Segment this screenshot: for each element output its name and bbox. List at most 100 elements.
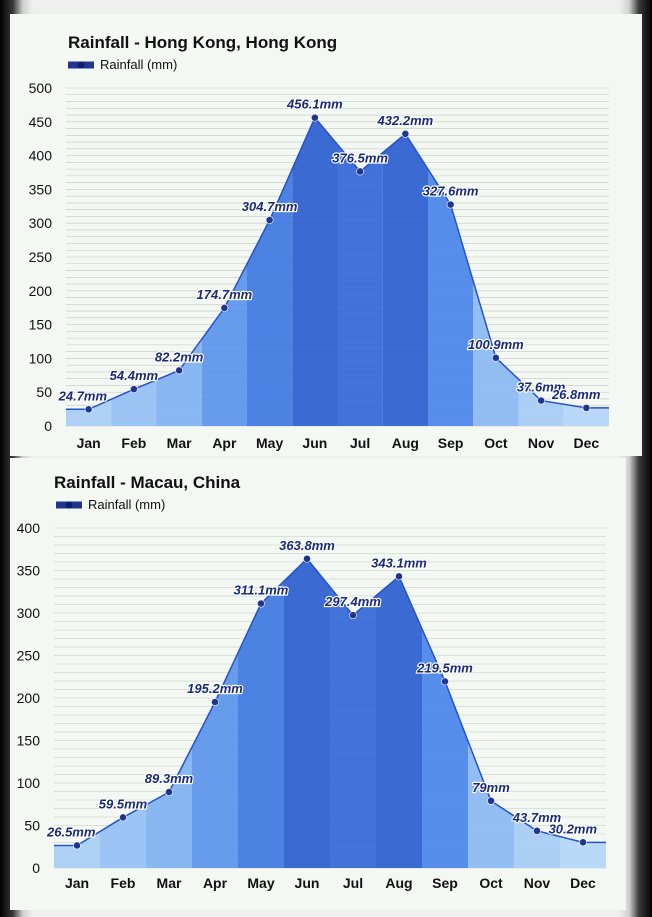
x-tick-label: Mar <box>167 435 192 451</box>
data-point <box>582 403 591 412</box>
x-tick-label: Jun <box>302 435 327 451</box>
area-band-sep <box>422 628 468 868</box>
data-label: 219.5mm <box>416 660 473 675</box>
data-point <box>257 599 265 608</box>
data-point <box>491 353 500 362</box>
x-tick-label: Dec <box>570 875 596 891</box>
data-label: 100.9mm <box>468 337 524 352</box>
data-point <box>310 113 319 122</box>
area-band-mar <box>156 339 202 426</box>
data-point <box>533 826 541 835</box>
x-tick-label: Aug <box>385 875 412 891</box>
y-tick-label: 350 <box>29 181 53 197</box>
rainfall-chart-hong-kong: Rainfall - Hong Kong, Hong Kong Rainfall … <box>29 33 609 451</box>
area-band-apr <box>201 263 247 426</box>
data-label: 195.2mm <box>187 681 243 696</box>
data-label: 82.2mm <box>155 349 204 364</box>
data-label: 24.7mm <box>58 388 108 403</box>
chart-panel-hong-kong: Rainfall - Hong Kong, Hong Kong Rainfall … <box>10 14 642 456</box>
area-band-aug <box>376 576 422 868</box>
area-band-jun <box>292 117 338 427</box>
y-tick-label: 400 <box>29 148 53 164</box>
area-band-jul <box>330 586 376 868</box>
legend-label: Rainfall (mm) <box>100 57 177 72</box>
data-point <box>129 385 138 394</box>
data-label: 327.6mm <box>423 184 479 199</box>
x-tick-label: Feb <box>111 875 136 891</box>
data-point <box>119 813 127 822</box>
y-tick-label: 250 <box>17 648 41 664</box>
y-tick-label: 200 <box>29 283 53 299</box>
data-point <box>446 200 455 209</box>
x-tick-label: Jul <box>350 435 370 451</box>
data-label: 376.5mm <box>332 150 388 165</box>
x-tick-label: May <box>256 435 283 451</box>
area-band-oct <box>473 281 519 426</box>
y-tick-label: 300 <box>17 605 41 621</box>
y-tick-label: 450 <box>29 114 53 130</box>
y-tick-label: 400 <box>17 520 41 536</box>
data-point <box>356 167 365 176</box>
chart-title: Rainfall - Macau, China <box>54 473 241 492</box>
x-tick-label: Jan <box>65 875 89 891</box>
data-point <box>579 838 587 847</box>
y-tick-label: 250 <box>29 249 53 265</box>
data-label: 343.1mm <box>371 555 427 570</box>
data-point <box>165 788 173 796</box>
data-point <box>395 572 403 581</box>
legend-label: Rainfall (mm) <box>88 497 165 512</box>
area-band-feb <box>100 804 146 868</box>
y-tick-label: 100 <box>17 775 41 791</box>
x-tick-label: Dec <box>574 435 600 451</box>
area-band-may <box>238 581 284 868</box>
data-label: 89.3mm <box>145 771 194 786</box>
y-tick-label: 350 <box>17 563 41 579</box>
area-band-feb <box>111 379 157 426</box>
y-tick-label: 150 <box>17 733 41 749</box>
data-point <box>220 304 229 312</box>
area-band-dec <box>560 836 606 868</box>
chart-title: Rainfall - Hong Kong, Hong Kong <box>68 33 337 52</box>
data-point <box>265 216 274 224</box>
area-band-jul <box>337 144 383 426</box>
chart-panel-macau: Rainfall - Macau, China Rainfall (mm) 0 50 1… <box>10 458 626 910</box>
area-band-jan <box>54 831 100 868</box>
y-tick-label: 50 <box>36 384 52 400</box>
data-point <box>487 796 495 805</box>
y-tick-label: 200 <box>17 690 41 706</box>
data-point <box>401 129 410 138</box>
x-tick-label: Jun <box>295 875 320 891</box>
y-tick-label: 100 <box>29 350 53 366</box>
area-band-jun <box>284 558 330 868</box>
x-tick-label: Sep <box>438 435 464 451</box>
x-tick-label: Oct <box>484 435 508 451</box>
data-point <box>84 405 93 414</box>
x-tick-label: Jul <box>343 875 363 891</box>
area-bands <box>66 117 609 427</box>
y-tick-label: 150 <box>29 317 53 333</box>
y-tick-label: 0 <box>44 418 52 434</box>
data-label: 37.6mm <box>517 380 566 395</box>
data-label: 79mm <box>472 780 510 795</box>
data-point <box>175 366 184 375</box>
data-label: 297.4mm <box>324 594 381 609</box>
data-label: 304.7mm <box>242 199 298 214</box>
area-band-may <box>247 168 293 426</box>
series-line <box>66 116 609 411</box>
data-point <box>73 841 81 850</box>
data-point <box>211 698 219 706</box>
data-label: 43.7mm <box>512 810 562 825</box>
x-tick-label: Nov <box>524 875 551 891</box>
data-label: 54.4mm <box>110 368 159 383</box>
area-band-aug <box>382 133 428 426</box>
data-point <box>349 611 357 620</box>
x-tick-label: Oct <box>479 875 503 891</box>
area-band-dec <box>563 404 609 426</box>
data-point <box>537 396 546 405</box>
y-tick-label: 0 <box>32 860 40 876</box>
x-tick-label: Jan <box>77 435 101 451</box>
data-label: 26.8mm <box>551 387 601 402</box>
data-label: 30.2mm <box>549 821 598 836</box>
data-point <box>303 554 311 563</box>
